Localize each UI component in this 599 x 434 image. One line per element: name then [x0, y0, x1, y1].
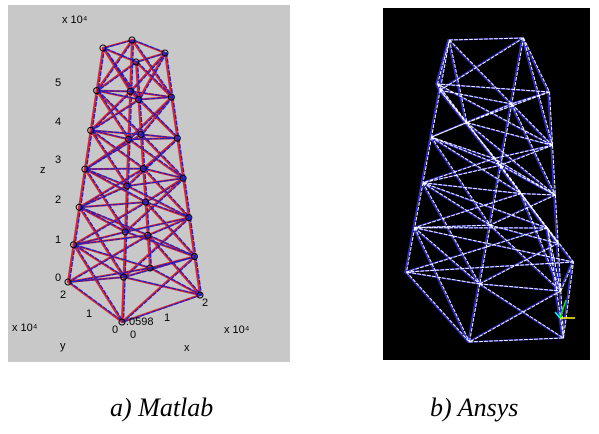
exponent: x 10⁴	[12, 322, 38, 334]
y-tick: 0	[112, 324, 118, 336]
figure: x 10⁴ z 0 1 2 3 4 5 0 1 2 y x 10⁴ 0 1 2 …	[0, 0, 599, 434]
z-tick: 2	[55, 194, 61, 206]
x-tick: 0	[130, 329, 136, 341]
x-label: x	[184, 342, 190, 354]
x-tick: 2	[202, 297, 208, 309]
z-tick: 1	[55, 234, 61, 246]
y-label: y	[60, 340, 66, 352]
caption: b) Ansys	[430, 393, 518, 422]
y-tick: 2	[60, 289, 66, 301]
z-tick: 4	[55, 116, 61, 128]
marker-label: .0598	[126, 316, 154, 328]
z-label: z	[40, 164, 46, 176]
z-tick: 5	[55, 77, 61, 89]
z-tick: 3	[55, 154, 61, 166]
caption: a) Matlab	[110, 393, 213, 422]
exponent: x 10⁴	[62, 14, 88, 26]
exponent: x 10⁴	[224, 324, 250, 336]
x-tick: 1	[164, 312, 170, 324]
z-tick: 0	[55, 272, 61, 284]
y-tick: 1	[86, 308, 92, 320]
